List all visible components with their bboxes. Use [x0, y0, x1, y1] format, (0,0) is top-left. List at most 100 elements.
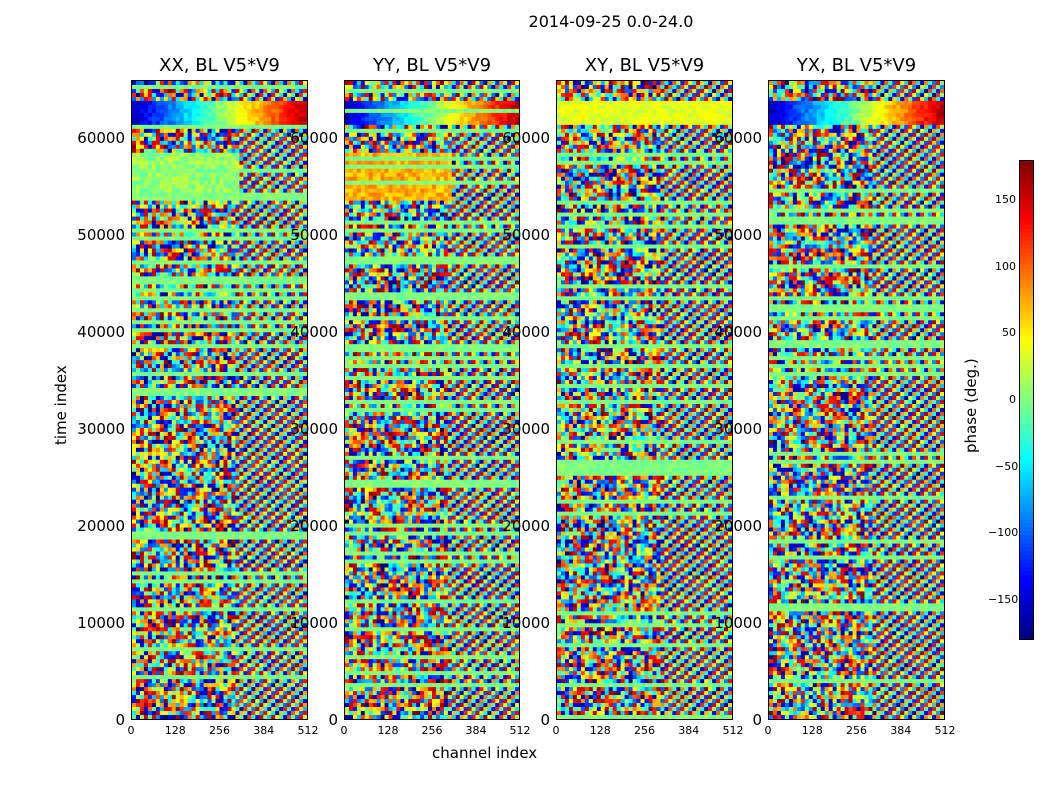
heatmap-cell	[263, 224, 268, 229]
heatmap-cell	[175, 156, 181, 162]
heatmap-cell	[195, 511, 200, 516]
heatmap-cell	[175, 240, 181, 245]
heatmap-cell	[203, 467, 208, 473]
heatmap-cell	[239, 256, 244, 261]
heatmap-cell	[259, 340, 264, 345]
heatmap-cell	[155, 260, 161, 265]
heatmap-cell	[187, 116, 192, 122]
heatmap-cell	[147, 116, 153, 122]
heatmap-cell	[159, 81, 165, 86]
heatmap-cell	[203, 487, 208, 493]
heatmap-cell	[163, 467, 169, 473]
heatmap-cell	[235, 296, 240, 301]
heatmap-cell	[175, 160, 181, 166]
heatmap-cell	[199, 212, 204, 217]
heatmap-cell	[235, 132, 240, 138]
heatmap-cell	[155, 180, 161, 185]
heatmap-cell	[279, 519, 284, 524]
heatmap-cell	[279, 423, 284, 429]
heatmap-cell	[195, 388, 200, 393]
heatmap-cell	[187, 344, 192, 349]
heatmap-cell	[191, 200, 196, 205]
heatmap-cell	[299, 368, 304, 373]
heatmap-cell	[251, 507, 256, 512]
heatmap-cell	[227, 184, 232, 189]
heatmap-cell	[259, 427, 264, 433]
heatmap-cell	[215, 451, 220, 457]
heatmap-cell	[299, 196, 304, 201]
heatmap-cell	[283, 356, 288, 361]
heatmap-cell	[223, 96, 228, 102]
heatmap-cell	[219, 443, 224, 449]
heatmap-cell	[235, 380, 240, 385]
heatmap-cell	[132, 519, 137, 524]
heatmap-cell	[143, 463, 149, 469]
heatmap-cell	[151, 160, 157, 166]
heatmap-cell	[211, 272, 216, 277]
heatmap-cell	[267, 280, 272, 285]
heatmap-cell	[207, 396, 212, 401]
heatmap-cell	[203, 172, 208, 177]
heatmap-cell	[183, 348, 188, 353]
heatmap-cell	[279, 308, 284, 313]
heatmap-cell	[163, 204, 169, 209]
heatmap-cell	[259, 463, 264, 469]
heatmap-cell	[195, 419, 200, 425]
heatmap-cell	[191, 312, 196, 317]
heatmap-cell	[135, 164, 141, 170]
heatmap-cell	[132, 292, 137, 297]
heatmap-cell	[183, 368, 188, 373]
heatmap-cell	[207, 332, 212, 337]
heatmap-cell	[303, 400, 307, 405]
heatmap-cell	[239, 81, 244, 86]
heatmap-cell	[219, 92, 224, 98]
heatmap-cell	[215, 431, 220, 437]
heatmap-cell	[143, 260, 149, 265]
heatmap-cell	[215, 84, 220, 90]
heatmap-cell	[259, 288, 264, 293]
heatmap-cell	[155, 443, 161, 449]
heatmap-cell	[167, 320, 173, 325]
heatmap-cell	[167, 519, 173, 524]
heatmap-cell	[295, 224, 300, 229]
heatmap-cell	[283, 136, 288, 142]
heatmap-cell	[279, 136, 284, 142]
heatmap-cell	[255, 443, 260, 449]
heatmap-cell	[195, 148, 200, 154]
heatmap-cell	[151, 467, 157, 473]
heatmap-cell	[267, 431, 272, 437]
heatmap-cell	[207, 160, 212, 166]
heatmap-cell	[219, 519, 224, 524]
heatmap-cell	[219, 332, 224, 337]
heatmap-cell	[227, 523, 232, 528]
heatmap-cell	[143, 423, 149, 429]
heatmap-cell	[163, 344, 169, 349]
heatmap-cell	[247, 511, 252, 516]
heatmap-cell	[275, 419, 280, 425]
heatmap-cell	[167, 356, 173, 361]
heatmap-cell	[227, 411, 232, 417]
heatmap-cell	[175, 92, 181, 98]
heatmap-cell	[159, 224, 165, 229]
heatmap-cell	[195, 152, 200, 158]
heatmap-cell	[275, 268, 280, 273]
heatmap-cell	[219, 212, 224, 217]
heatmap-cell	[175, 467, 181, 473]
heatmap-cell	[303, 316, 307, 321]
heatmap-cell	[207, 527, 212, 532]
heatmap-cell	[147, 100, 153, 106]
heatmap-cell	[239, 160, 244, 166]
heatmap-cell	[159, 451, 165, 457]
heatmap-cell	[163, 519, 169, 524]
heatmap-cell	[143, 531, 149, 536]
heatmap-cell	[147, 208, 153, 213]
heatmap-cell	[155, 487, 161, 493]
heatmap-cell	[283, 344, 288, 349]
heatmap-cell	[167, 360, 173, 365]
heatmap-cell	[167, 172, 173, 177]
heatmap-cell	[151, 439, 157, 445]
heatmap-cell	[251, 435, 256, 441]
heatmap-cell	[167, 372, 173, 377]
heatmap-cell	[151, 172, 157, 177]
heatmap-cell	[155, 463, 161, 469]
